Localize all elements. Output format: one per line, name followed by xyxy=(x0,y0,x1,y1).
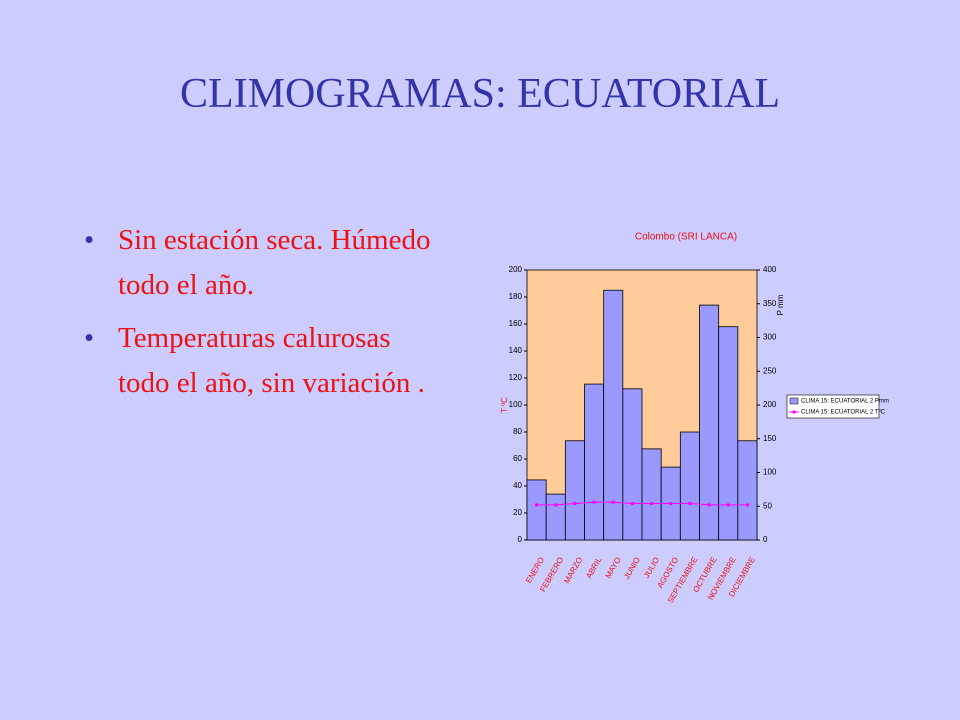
x-tick-label: MAYO xyxy=(604,556,623,580)
line-marker xyxy=(688,502,692,506)
line-marker xyxy=(650,502,654,506)
y2-tick-label: 100 xyxy=(763,468,777,477)
line-marker xyxy=(592,500,596,504)
bullet: • Temperaturas calurosas todo el año, sin… xyxy=(80,316,448,406)
line xyxy=(536,501,748,506)
y2-tick-label: 150 xyxy=(763,434,777,443)
legend-swatch-marker xyxy=(792,410,796,414)
bar xyxy=(737,440,758,541)
slide-title: CLIMOGRAMAS: ECUATORIAL xyxy=(179,71,781,117)
line-marker xyxy=(611,500,615,504)
bar xyxy=(584,383,605,541)
bar xyxy=(564,440,585,541)
y-tick-label: 180 xyxy=(509,292,523,301)
bar xyxy=(622,388,643,541)
line-marker xyxy=(573,502,577,506)
y2-tick-label: 300 xyxy=(763,333,777,342)
line-marker xyxy=(745,503,749,507)
y-tick-label: 40 xyxy=(513,481,522,490)
bar xyxy=(679,431,700,541)
x-tick-label: JULIO xyxy=(642,556,661,580)
y2-tick-label: 200 xyxy=(763,400,777,409)
bullet-text: Temperaturas calurosas todo el año, sin … xyxy=(118,322,425,399)
y-tick-label: 60 xyxy=(513,454,522,463)
y-tick-label: 80 xyxy=(513,427,522,436)
y2-tick-label: 250 xyxy=(763,366,777,375)
line-marker xyxy=(669,502,673,506)
line-marker xyxy=(554,503,558,507)
legend-swatch xyxy=(789,397,799,405)
y-tick-label: 0 xyxy=(518,535,523,544)
y2-tick-label: 400 xyxy=(763,265,777,274)
y-axis-label: T ºC xyxy=(500,397,509,413)
legend-label: CLIMA 15: ECUATORIAL 2 TºC xyxy=(801,409,886,416)
legend-box xyxy=(786,394,880,419)
bar xyxy=(545,493,566,541)
chart-title: Colombo (SRI LANCA) xyxy=(635,232,737,243)
line-marker xyxy=(726,503,730,507)
y2-axis-label: P mm xyxy=(776,294,785,315)
y-tick-label: 100 xyxy=(509,400,523,409)
y2-tick-label: 350 xyxy=(763,299,777,308)
y-tick-label: 160 xyxy=(509,319,523,328)
bar xyxy=(641,448,662,541)
y-tick-label: 200 xyxy=(509,265,523,274)
line-marker xyxy=(707,503,711,507)
bullet-dot: • xyxy=(84,224,95,256)
bar xyxy=(718,326,739,541)
bar xyxy=(526,479,547,541)
y-tick-label: 120 xyxy=(509,373,523,382)
line-marker xyxy=(630,502,634,506)
x-tick-label: JUNIO xyxy=(622,556,642,581)
x-tick-label: MARZO xyxy=(562,556,584,586)
y2-tick-label: 50 xyxy=(763,501,772,510)
bullet-text: Sin estación seca. Húmedo todo el año. xyxy=(118,224,431,301)
bullet-list: • Sin estación seca. Húmedo todo el año. … xyxy=(80,218,460,414)
y-tick-label: 20 xyxy=(513,508,522,517)
bullet-dot: • xyxy=(84,322,95,354)
x-tick-label: ABRIL xyxy=(584,555,604,580)
legend-label: CLIMA 15: ECUATORIAL 2 Pmm xyxy=(801,399,889,405)
y-tick-label: 140 xyxy=(509,346,523,355)
y2-tick-label: 0 xyxy=(763,535,768,544)
line-marker xyxy=(535,503,539,507)
bullet: • Sin estación seca. Húmedo todo el año. xyxy=(80,218,448,308)
